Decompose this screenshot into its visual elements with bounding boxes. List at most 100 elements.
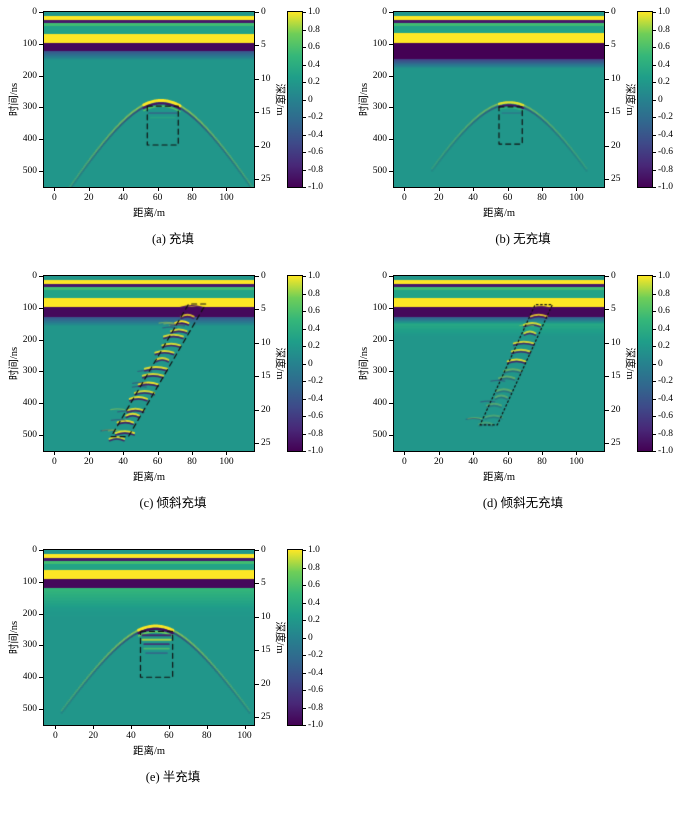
depth-tick-label: 20 — [261, 404, 271, 415]
colorbar — [287, 11, 303, 188]
depth-tick-label: 15 — [261, 645, 271, 656]
time-tick-label: 300 — [372, 366, 387, 377]
depth-tick-mark — [605, 112, 609, 114]
colorbar-tick-label: 0 — [308, 632, 313, 643]
colorbar-tick-mark — [303, 99, 306, 101]
time-tick-mark — [389, 276, 393, 277]
colorbar-tick-label: 0.6 — [308, 42, 320, 52]
depth-tick-label: 25 — [261, 711, 271, 722]
colorbar-tick-mark — [303, 690, 306, 691]
distance-tick-mark — [157, 451, 159, 455]
colorbar-tick-label: -0.8 — [308, 702, 324, 713]
time-tick-mark — [389, 403, 393, 405]
colorbar-tick-mark — [653, 293, 656, 295]
distance-tick-mark — [226, 187, 228, 191]
colorbar-tick-mark — [653, 134, 656, 136]
colorbar-tick-label: 0.4 — [658, 323, 670, 334]
depth-tick-label: 0 — [611, 7, 616, 17]
time-tick-mark — [389, 75, 393, 77]
colorbar-tick-label: 0.8 — [308, 24, 320, 35]
gpr-image — [44, 550, 254, 725]
colorbar-tick-mark — [303, 187, 306, 188]
colorbar-tick-mark — [303, 311, 306, 312]
colorbar-tick-mark — [653, 82, 656, 83]
distance-tick-mark — [54, 451, 56, 455]
colorbar-tick-mark — [303, 398, 306, 400]
distance-tick-mark — [473, 451, 475, 455]
depth-tick-label: 10 — [611, 337, 621, 348]
depth-tick-label: 25 — [611, 173, 621, 184]
colorbar-tick-label: -1.0 — [658, 446, 674, 456]
depth-tick-mark — [255, 112, 259, 114]
colorbar-tick-mark — [653, 29, 656, 31]
panel-caption: (a) 充填 — [152, 232, 194, 246]
colorbar-tick-mark — [303, 293, 306, 295]
time-tick-label: 0 — [32, 7, 37, 17]
depth-tick-mark — [255, 650, 259, 652]
depth-tick-mark — [605, 442, 609, 444]
distance-tick-label: 20 — [84, 457, 94, 467]
plot-area — [393, 275, 605, 452]
colorbar-tick-mark — [653, 169, 656, 171]
distance-tick-mark — [168, 725, 170, 729]
time-tick-mark — [39, 435, 43, 437]
colorbar-tick-mark — [653, 47, 656, 48]
distance-tick-mark — [542, 451, 544, 455]
time-tick-mark — [389, 43, 393, 45]
colorbar-tick-label: 0.6 — [308, 306, 320, 316]
gpr-panel-d: 时间/ns 深度/m 距离/m (d) 倾斜无充填 0 100 200 300 400 5… — [358, 268, 700, 520]
time-tick-label: 100 — [22, 576, 37, 587]
panel-caption: (b) 无充填 — [495, 232, 551, 246]
distance-tick-label: 80 — [187, 457, 197, 467]
depth-tick-label: 10 — [261, 73, 271, 84]
colorbar — [637, 11, 653, 188]
colorbar-tick-label: -0.6 — [308, 411, 324, 421]
time-tick-mark — [389, 107, 393, 109]
time-tick-mark — [389, 12, 393, 13]
time-tick-mark — [39, 12, 43, 13]
colorbar-tick-label: 1.0 — [308, 545, 320, 555]
depth-tick-mark — [255, 309, 259, 311]
distance-axis-label: 距离/m — [132, 472, 166, 483]
colorbar-tick-mark — [303, 12, 306, 13]
colorbar-tick-mark — [303, 47, 306, 48]
distance-tick-label: 40 — [118, 457, 128, 467]
colorbar-tick-mark — [303, 707, 306, 709]
distance-tick-mark — [404, 187, 406, 191]
colorbar-tick-mark — [303, 655, 306, 656]
distance-tick-label: 20 — [88, 731, 98, 741]
depth-tick-label: 15 — [261, 107, 271, 118]
depth-tick-mark — [255, 178, 259, 180]
time-tick-label: 0 — [32, 545, 37, 555]
colorbar-tick-label: 0.8 — [308, 288, 320, 299]
colorbar — [637, 275, 653, 452]
time-tick-label: 500 — [372, 166, 387, 177]
time-tick-mark — [389, 435, 393, 437]
depth-tick-label: 5 — [611, 304, 616, 315]
time-tick-label: 500 — [22, 166, 37, 177]
depth-tick-mark — [605, 342, 609, 344]
colorbar-tick-label: -1.0 — [308, 182, 324, 192]
colorbar-tick-mark — [653, 99, 656, 101]
distance-tick-label: 100 — [219, 457, 234, 467]
colorbar-tick-mark — [653, 346, 656, 347]
depth-tick-mark — [255, 409, 259, 411]
distance-axis-label: 距离/m — [132, 746, 166, 757]
depth-tick-mark — [255, 45, 259, 47]
time-tick-label: 100 — [22, 302, 37, 313]
time-tick-label: 0 — [382, 7, 387, 17]
colorbar-tick-mark — [303, 29, 306, 31]
colorbar-tick-mark — [303, 550, 306, 551]
colorbar-tick-label: -0.8 — [658, 164, 674, 175]
distance-tick-label: 40 — [468, 193, 478, 203]
depth-tick-mark — [605, 78, 609, 80]
colorbar-tick-label: 0 — [658, 358, 663, 369]
colorbar-tick-mark — [653, 152, 656, 153]
depth-tick-label: 10 — [611, 73, 621, 84]
colorbar-tick-mark — [653, 187, 656, 188]
depth-axis-label: 深度/m — [624, 83, 635, 116]
colorbar-tick-label: 0.6 — [658, 42, 670, 52]
gpr-image — [44, 12, 254, 187]
colorbar — [287, 275, 303, 452]
